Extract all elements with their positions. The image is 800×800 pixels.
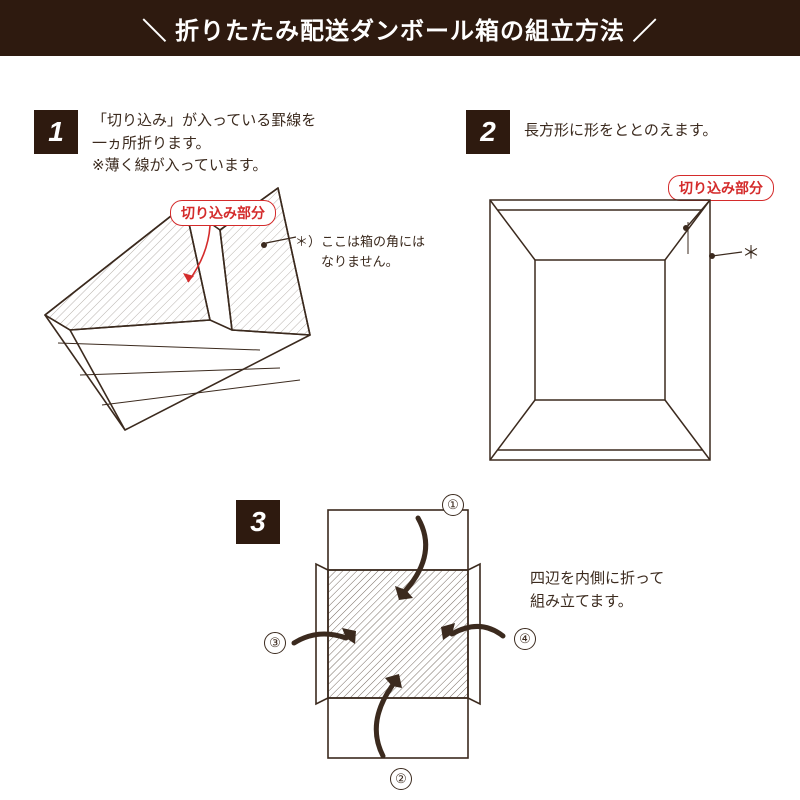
step3-text: 四辺を内側に折って 組み立てます。 (530, 568, 664, 613)
step3-label-4-text: ④ (519, 631, 531, 647)
step3-label-1: ① (442, 494, 464, 516)
step3-number: 3 (236, 500, 280, 544)
step1-callout-label: 切り込み部分 (181, 205, 265, 221)
step2-text: 長方形に形をととのえます。 (524, 120, 717, 143)
header: ＼ 折りたたみ配送ダンボール箱の組立方法 ／ (0, 0, 800, 56)
step3-label-3: ③ (264, 632, 286, 654)
step3-label-2-text: ② (395, 771, 407, 787)
step1-note: ＊）ここは箱の角には なりません。 (295, 232, 425, 271)
step3-label-1-text: ① (447, 497, 459, 513)
step3-label-2: ② (390, 768, 412, 790)
step3-label-3-text: ③ (269, 635, 281, 651)
step1-number-label: 1 (48, 116, 64, 148)
step3-number-label: 3 (250, 506, 266, 538)
step1-number: 1 (34, 110, 78, 154)
step2-number-label: 2 (480, 116, 496, 148)
step2-diagram (480, 190, 720, 470)
header-title: ＼ 折りたたみ配送ダンボール箱の組立方法 ／ (142, 11, 657, 46)
step3-label-4: ④ (514, 628, 536, 650)
step3-diagram (288, 498, 508, 778)
step1-note-leader (258, 225, 308, 255)
step1-leader (160, 220, 240, 300)
step1-text: 「切り込み」が入っている罫線を 一ヵ所折ります。 ※薄く線が入っています。 (92, 110, 316, 178)
step2-number: 2 (466, 110, 510, 154)
